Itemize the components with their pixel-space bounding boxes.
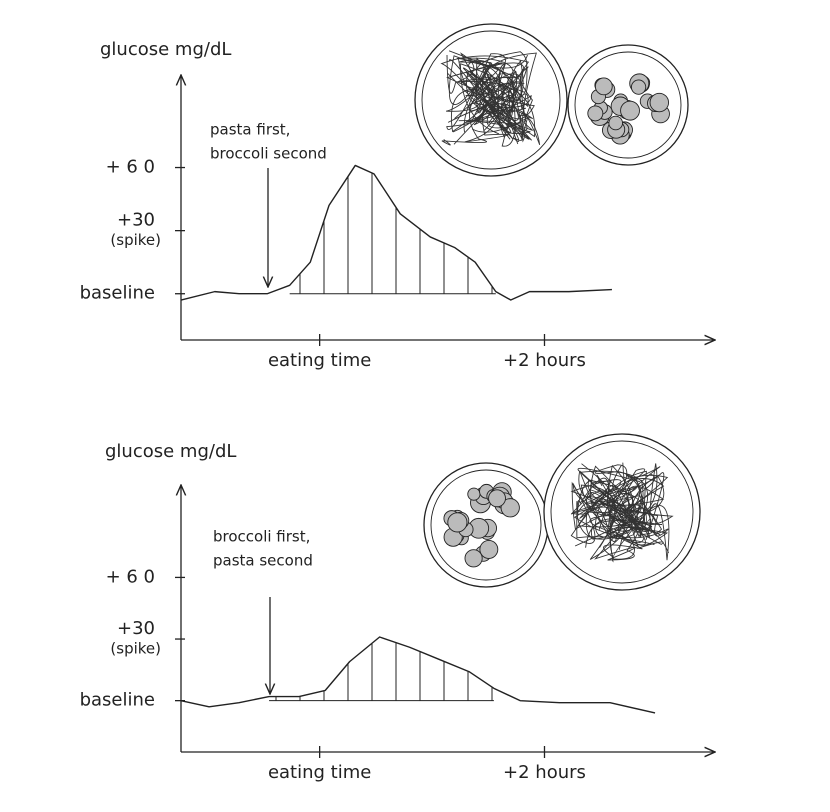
annotation: broccoli first, xyxy=(213,528,310,546)
pasta xyxy=(609,466,661,560)
pasta xyxy=(458,59,526,128)
y-axis-label: glucose mg/dL xyxy=(100,39,231,60)
broccoli xyxy=(467,487,481,501)
pasta xyxy=(440,55,531,140)
pasta xyxy=(570,470,652,544)
pasta xyxy=(441,73,521,146)
pasta xyxy=(590,465,665,547)
plate xyxy=(423,462,549,588)
pasta xyxy=(446,62,525,112)
plate-inner xyxy=(574,51,682,159)
pasta xyxy=(603,514,668,558)
x-tick-label: eating time xyxy=(268,350,371,371)
y-tick-label: + 6 0 xyxy=(106,566,155,587)
y-tick-label: baseline xyxy=(80,283,155,304)
y-tick-label: +30 xyxy=(117,210,155,231)
broccoli xyxy=(649,92,670,113)
y-axis-label: glucose mg/dL xyxy=(105,441,236,462)
y-tick-label: +30 xyxy=(117,618,155,639)
annotation: broccoli second xyxy=(210,145,327,163)
pasta xyxy=(586,464,635,560)
plate xyxy=(567,44,689,166)
pasta xyxy=(448,54,528,105)
x-tick-label: eating time xyxy=(268,762,371,783)
broccoli xyxy=(620,100,640,121)
pasta xyxy=(446,53,506,130)
plate-inner xyxy=(430,469,542,581)
x-tick-label: +2 hours xyxy=(503,350,586,371)
y-tick-note: (spike) xyxy=(110,231,161,249)
plate-inner xyxy=(550,440,694,584)
y-tick-note: (spike) xyxy=(110,640,161,658)
broccoli xyxy=(630,79,647,95)
x-tick-label: +2 hours xyxy=(503,762,586,783)
broccoli xyxy=(608,115,623,131)
plate xyxy=(543,433,701,591)
broccoli xyxy=(447,512,468,533)
broccoli xyxy=(587,105,604,122)
broccoli xyxy=(479,539,499,559)
pasta xyxy=(471,66,529,139)
pasta xyxy=(476,51,528,132)
broccoli xyxy=(464,549,483,568)
glucose-curve xyxy=(180,164,612,301)
broccoli xyxy=(594,77,613,96)
broccoli xyxy=(488,489,506,508)
pasta xyxy=(577,463,663,534)
annotation: pasta first, xyxy=(210,121,290,139)
broccoli xyxy=(500,498,520,518)
pasta xyxy=(612,464,670,561)
annotation: pasta second xyxy=(213,552,313,570)
glucose-curve xyxy=(180,636,656,714)
pasta xyxy=(468,59,529,122)
plate xyxy=(414,23,568,177)
pasta xyxy=(453,66,533,145)
plate-inner xyxy=(421,30,561,170)
y-tick-label: baseline xyxy=(80,690,155,711)
y-tick-label: + 6 0 xyxy=(106,157,155,178)
